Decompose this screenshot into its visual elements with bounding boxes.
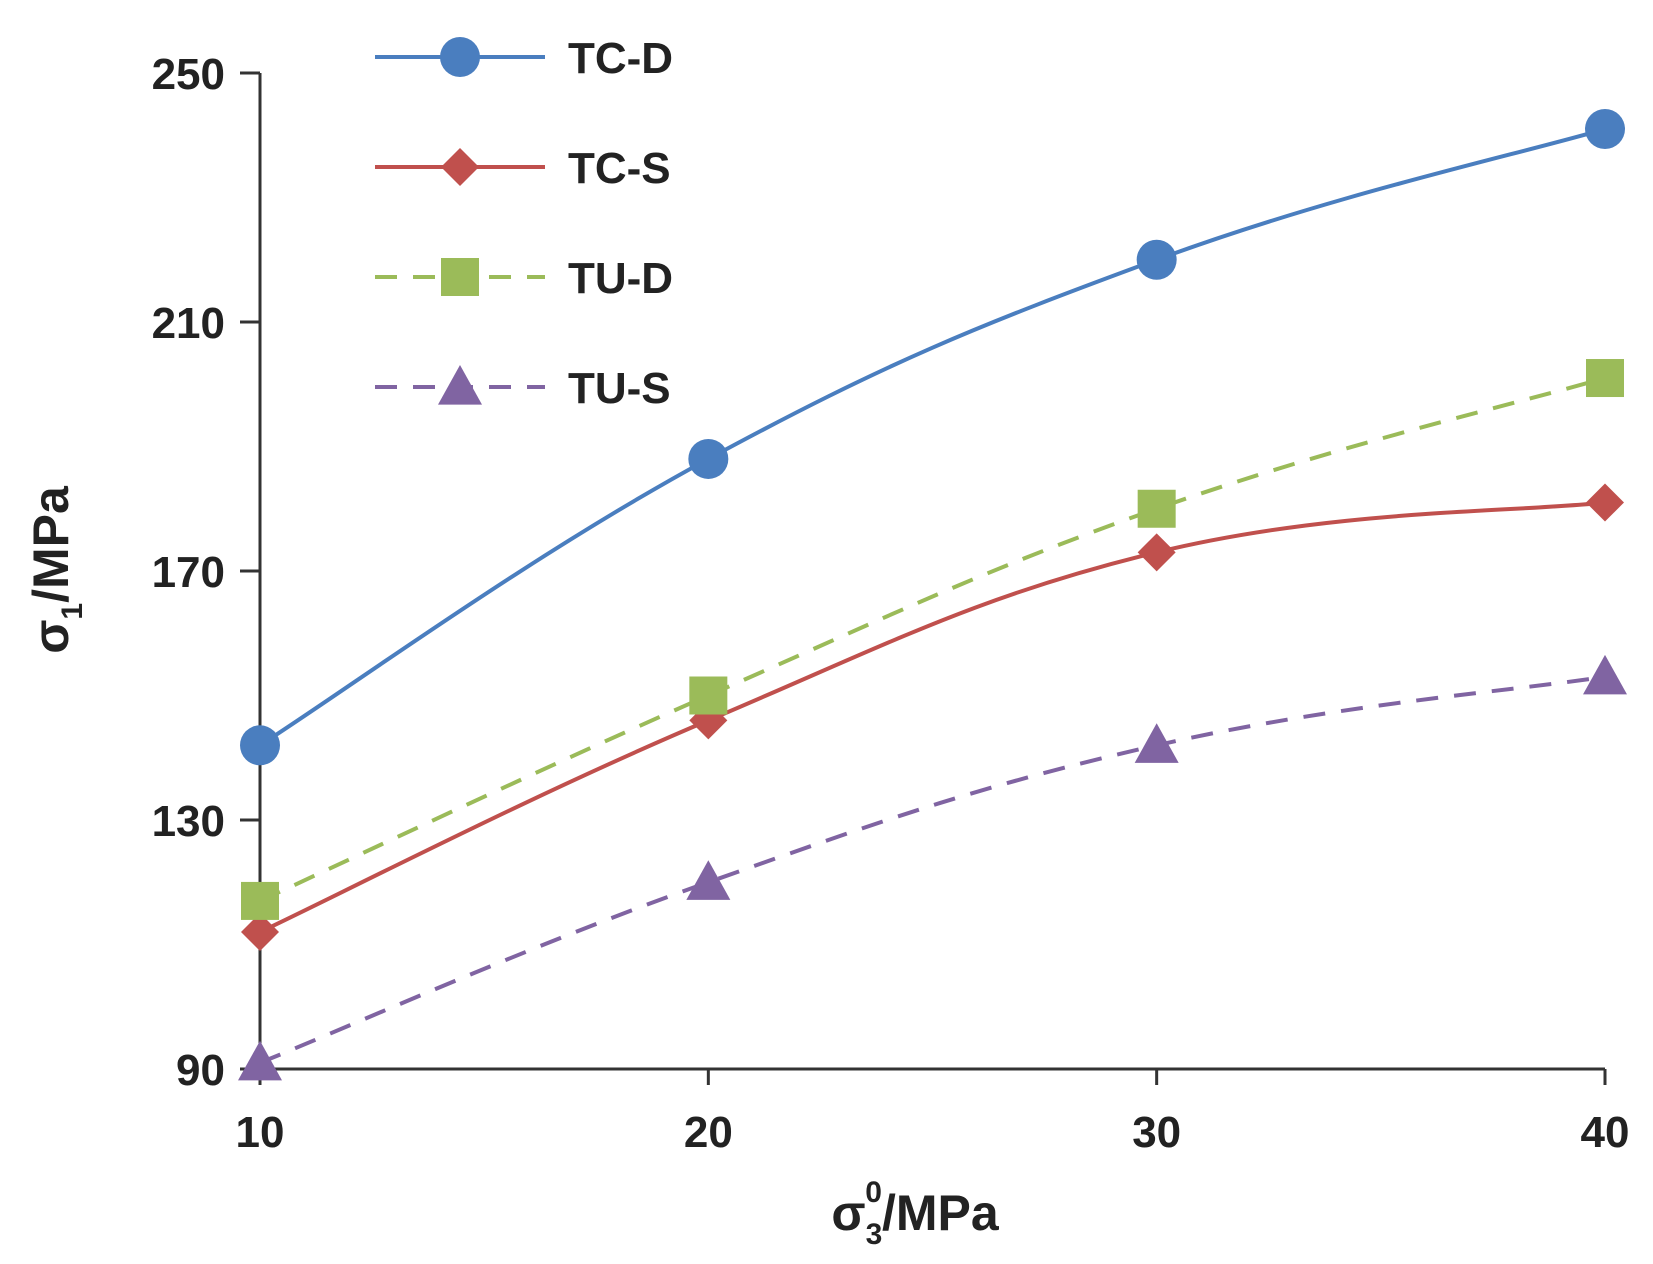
data-point-tc-d: [240, 725, 280, 766]
data-point-tu-s: [1583, 654, 1627, 695]
legend: TC-D TC-S TU-D TU-S: [375, 34, 673, 413]
series-layer: [238, 109, 1627, 1081]
legend-marker: [440, 37, 480, 77]
y-tick-label: 130: [152, 797, 225, 846]
legend-label: TC-D: [568, 34, 673, 83]
data-point-tc-s: [1137, 533, 1176, 572]
data-point-tc-d: [688, 438, 729, 479]
legend-item-tu-d: TU-D: [375, 254, 673, 303]
data-point-tu-s: [1134, 723, 1179, 763]
data-point-tc-d: [1136, 239, 1177, 280]
data-point-tu-d: [241, 881, 279, 920]
series-tu-s: [238, 654, 1627, 1081]
series-line-tu-s: [259, 674, 1606, 1065]
legend-item-tc-s: TC-S: [375, 144, 671, 193]
x-tick-label: 20: [684, 1108, 733, 1157]
series-line-tu-d: [259, 376, 1606, 903]
legend-item-tu-s: TU-S: [375, 364, 671, 413]
legend-marker: [441, 258, 479, 296]
data-point-tc-s: [241, 913, 279, 952]
axes: 90 130 170 210 250 10 20 30 40: [152, 50, 1630, 1157]
legend-item-tc-d: TC-D: [375, 34, 673, 83]
data-point-tu-d: [1137, 489, 1176, 528]
x-axis-title: σ30/MPa: [831, 1176, 999, 1251]
y-tick-label: 250: [152, 50, 225, 99]
legend-label: TC-S: [568, 144, 671, 193]
series-tu-d: [241, 359, 1624, 920]
series-line-tc-s: [259, 500, 1606, 934]
y-axis-title: σ1/MPa: [23, 485, 89, 654]
data-point-tu-d: [689, 676, 728, 715]
y-tick-label: 170: [152, 548, 225, 597]
y-tick-label: 90: [176, 1046, 225, 1095]
x-tick-label: 10: [236, 1108, 285, 1157]
legend-marker: [438, 365, 482, 405]
x-tick-label: 40: [1581, 1108, 1630, 1157]
series-tc-s: [241, 483, 1624, 952]
data-point-tc-s: [1586, 483, 1624, 522]
legend-label: TU-S: [568, 364, 671, 413]
data-point-tu-d: [1586, 359, 1624, 398]
data-point-tu-s: [238, 1040, 282, 1081]
series-tc-d: [240, 109, 1625, 766]
series-line-tc-d: [258, 127, 1606, 747]
x-tick-label: 30: [1132, 1108, 1181, 1157]
legend-marker: [441, 148, 479, 186]
data-point-tc-d: [1585, 109, 1625, 150]
legend-label: TU-D: [568, 254, 673, 303]
y-tick-label: 210: [152, 299, 225, 348]
data-point-tu-s: [686, 860, 731, 900]
